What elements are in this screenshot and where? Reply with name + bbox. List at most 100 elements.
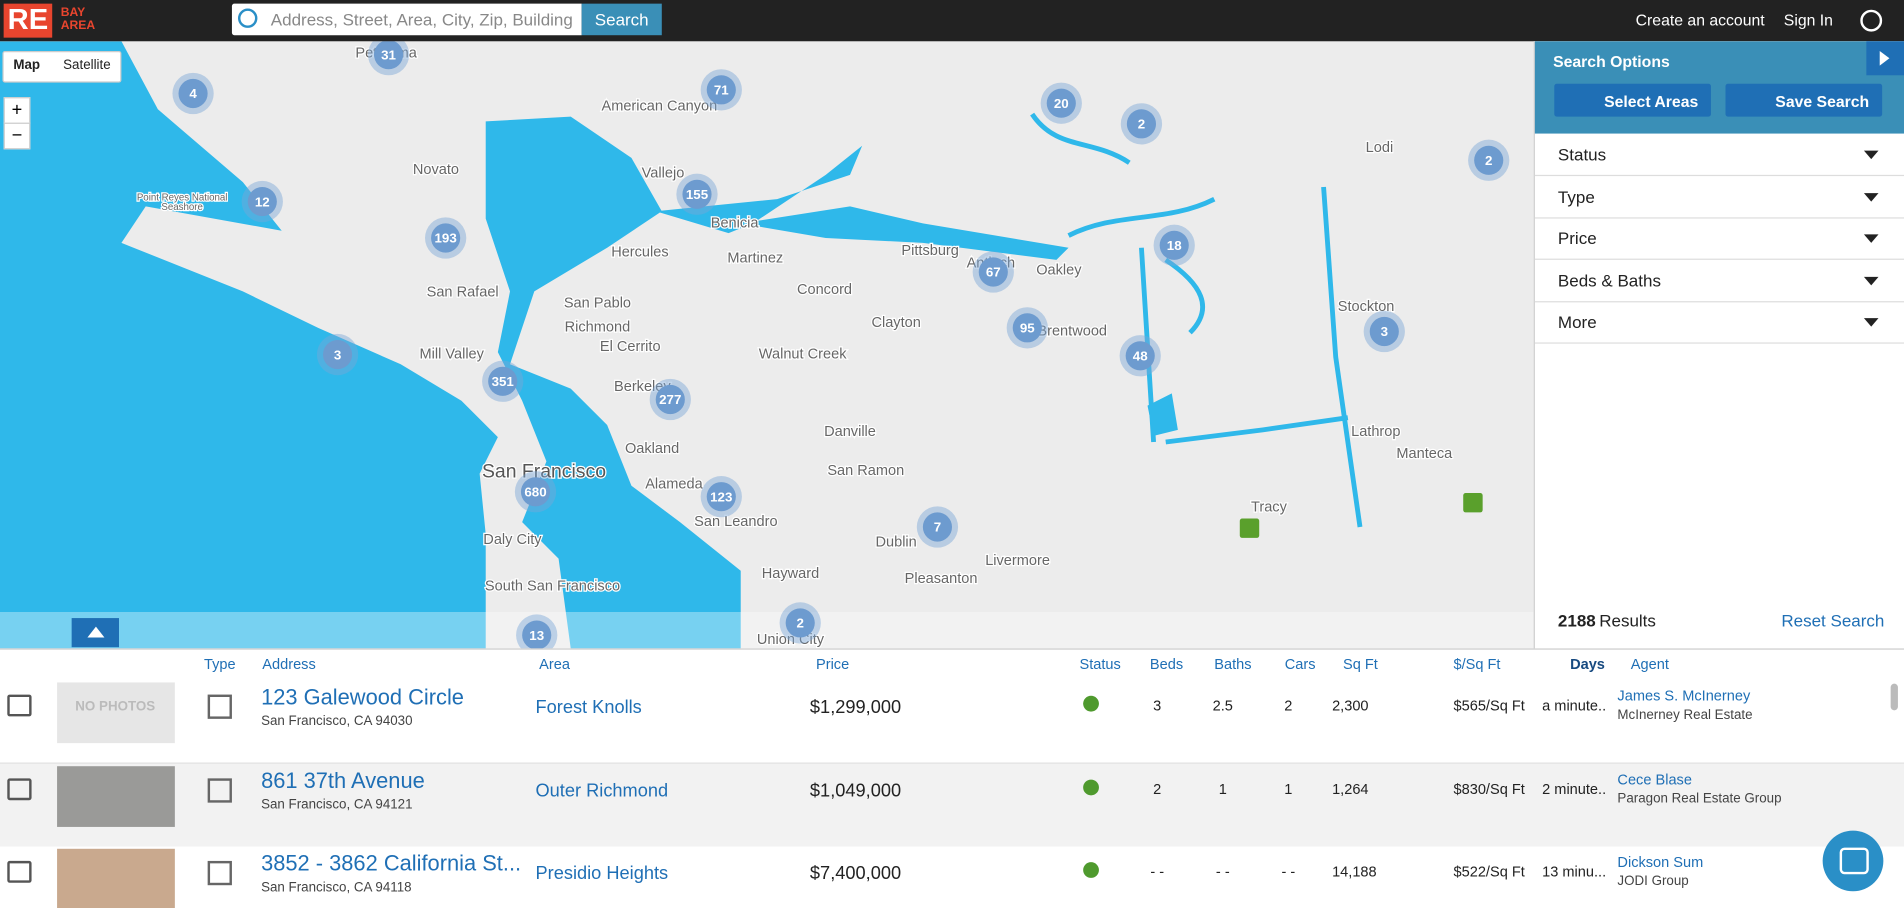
baths: - -: [1215, 863, 1230, 881]
panel: [1533, 41, 1904, 649]
agent[interactable]: James S. McInerney: [1617, 687, 1751, 705]
column-header[interactable]: Type: [204, 655, 236, 673]
place-label: San Pablo: [564, 295, 631, 311]
table-row[interactable]: [0, 846, 1904, 908]
bay: [485, 116, 741, 649]
column-header[interactable]: Agent: [1630, 655, 1669, 673]
beds: 3: [1153, 697, 1162, 715]
cluster-count: 18: [1167, 238, 1182, 253]
column-header[interactable]: Cars: [1284, 655, 1316, 673]
cluster: [706, 75, 736, 105]
filter-row[interactable]: [1534, 218, 1904, 261]
favorite-icon[interactable]: [7, 694, 32, 717]
column-header[interactable]: Baths: [1214, 655, 1252, 673]
cluster: [1125, 341, 1155, 371]
cluster: [785, 608, 815, 638]
logo-sub: BAY: [60, 6, 86, 20]
panel-button[interactable]: [1725, 83, 1883, 117]
beds: - -: [1150, 863, 1165, 881]
column-header[interactable]: Status: [1079, 655, 1121, 673]
area[interactable]: Presidio Heights: [535, 863, 669, 885]
satellite-button[interactable]: Satellite: [63, 58, 111, 73]
city: San Francisco, CA 94121: [261, 797, 413, 812]
price: $1,049,000: [809, 780, 902, 801]
price-per-sqft: $565/Sq Ft: [1453, 697, 1525, 715]
filter-caret: [1863, 276, 1879, 286]
cluster: [922, 512, 953, 542]
favorite-icon[interactable]: [7, 777, 32, 800]
baths: 1: [1218, 780, 1227, 798]
cluster: [374, 41, 404, 70]
search-icon: [238, 8, 258, 28]
price-per-sqft: $830/Sq Ft: [1453, 780, 1525, 798]
table-row[interactable]: [0, 680, 1904, 764]
place-label: Dublin: [875, 535, 916, 551]
place-label: San Francisco: [482, 460, 606, 482]
photo: [57, 682, 175, 744]
filter-row[interactable]: [1534, 302, 1904, 345]
column-header[interactable]: $/Sq Ft: [1453, 655, 1501, 673]
type-icon: [207, 860, 232, 886]
days: 2 minute..: [1542, 780, 1607, 798]
column-header[interactable]: Sq Ft: [1343, 655, 1378, 673]
panel-button[interactable]: [1554, 83, 1711, 117]
filter-row[interactable]: [1534, 176, 1904, 219]
panel-title: Search Options: [1553, 52, 1670, 71]
place-label: Oakley: [1036, 263, 1082, 279]
place-label: Seashore: [161, 202, 203, 213]
panel-button-label: Save Search: [1775, 92, 1870, 111]
address[interactable]: 3852 - 3862 California St...: [261, 851, 522, 876]
place-label: San Ramon: [827, 463, 904, 479]
cluster-count: 31: [381, 47, 396, 62]
table-row[interactable]: [0, 763, 1904, 847]
agent[interactable]: Dickson Sum: [1617, 853, 1704, 871]
cars: - -: [1281, 863, 1296, 881]
cars: 2: [1284, 697, 1293, 715]
filter-row[interactable]: [1534, 260, 1904, 303]
chat-icon: [1839, 847, 1869, 875]
place-label: Clayton: [871, 315, 920, 331]
info-icon[interactable]: [1860, 9, 1883, 32]
reset-search[interactable]: Reset Search: [1781, 610, 1885, 631]
cluster-count: 48: [1133, 349, 1148, 364]
zoom-in[interactable]: +: [3, 97, 31, 124]
filter-row[interactable]: [1534, 134, 1904, 177]
column-header[interactable]: Area: [539, 655, 570, 673]
photo-label: NO PHOTOS: [75, 699, 156, 715]
search-input[interactable]: [231, 3, 582, 36]
listing-pin: [1239, 518, 1260, 538]
result-label: Results: [1599, 610, 1656, 631]
sqft: 1,264: [1332, 780, 1369, 798]
address[interactable]: 861 37th Avenue: [261, 768, 425, 793]
address[interactable]: 123 Galewood Circle: [261, 684, 464, 710]
cluster-count: 351: [492, 374, 515, 389]
area[interactable]: Forest Knolls: [535, 697, 642, 718]
column-header[interactable]: Days: [1570, 655, 1605, 673]
cluster-count: 3: [1381, 324, 1388, 339]
cluster: [488, 366, 518, 396]
column-header[interactable]: Price: [816, 655, 850, 673]
place-label: Vallejo: [642, 165, 685, 181]
place-label: Point Reyes National: [137, 192, 228, 203]
panel-toggle-arrow: [1879, 51, 1890, 66]
column-header[interactable]: Beds: [1149, 655, 1184, 673]
header-link[interactable]: Create an account: [1635, 10, 1765, 30]
zoom-out[interactable]: −: [3, 122, 31, 150]
cluster-count: 2: [797, 616, 804, 631]
search-placeholder: Address, Street, Area, City, Zip, Buildi…: [270, 9, 573, 30]
favorite-icon[interactable]: [7, 860, 32, 883]
column-header[interactable]: Address: [262, 655, 316, 673]
cluster: [1046, 88, 1076, 118]
map-button[interactable]: Map: [13, 58, 41, 73]
search-button[interactable]: Search: [581, 3, 662, 36]
cluster-count: 680: [524, 485, 546, 500]
map-toggle: [2, 51, 122, 83]
agent[interactable]: Cece Blase: [1617, 770, 1692, 788]
header-link[interactable]: Sign In: [1783, 10, 1833, 30]
price: $1,299,000: [809, 697, 902, 718]
cluster-count: 13: [529, 628, 544, 643]
chat-button[interactable]: [1822, 830, 1884, 892]
area[interactable]: Outer Richmond: [535, 780, 669, 801]
filter-label: Type: [1557, 186, 1595, 206]
filter-label: Status: [1557, 144, 1607, 164]
